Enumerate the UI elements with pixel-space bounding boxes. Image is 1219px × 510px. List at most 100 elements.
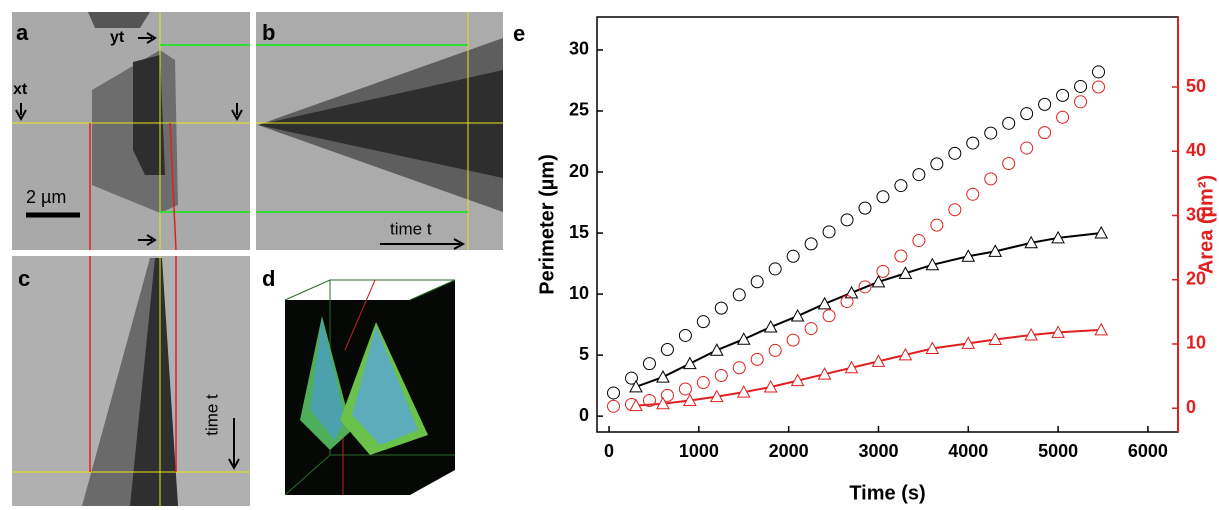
marker bbox=[1074, 79, 1088, 93]
marker bbox=[898, 347, 913, 361]
marker bbox=[822, 225, 836, 239]
marker bbox=[1092, 65, 1106, 79]
panel-label: b bbox=[262, 20, 275, 45]
plot-frame bbox=[596, 16, 1179, 433]
marker bbox=[683, 393, 697, 407]
x-tick-label: 1000 bbox=[679, 441, 719, 461]
x-tick-label: 2000 bbox=[769, 441, 809, 461]
marker bbox=[607, 386, 621, 400]
marker bbox=[678, 382, 692, 396]
marker bbox=[1024, 327, 1038, 341]
marker bbox=[1056, 110, 1070, 124]
marker bbox=[1056, 88, 1070, 102]
marker bbox=[1051, 230, 1065, 244]
panel-label: a bbox=[16, 20, 29, 45]
marker bbox=[1020, 141, 1034, 155]
marker bbox=[607, 399, 621, 413]
marker bbox=[768, 262, 782, 276]
marker bbox=[709, 389, 724, 403]
marker bbox=[948, 203, 962, 217]
marker bbox=[696, 315, 710, 329]
x-tick-label: 0 bbox=[604, 441, 614, 461]
marker bbox=[984, 172, 998, 186]
marker bbox=[804, 322, 818, 336]
marker bbox=[1094, 322, 1109, 336]
y-tick-label: 10 bbox=[569, 283, 589, 303]
annotation: xt bbox=[13, 81, 28, 98]
annotation: yt bbox=[110, 29, 125, 46]
marker bbox=[966, 136, 980, 150]
marker bbox=[912, 168, 926, 182]
y2-tick-label: 20 bbox=[1186, 268, 1206, 288]
marker bbox=[768, 343, 782, 357]
x-tick-label: 4000 bbox=[948, 441, 988, 461]
marker bbox=[732, 361, 746, 375]
marker bbox=[732, 288, 746, 302]
fit-line bbox=[635, 328, 1102, 407]
marker bbox=[817, 367, 832, 380]
marker bbox=[961, 336, 976, 349]
y-tick-label: 5 bbox=[579, 344, 589, 364]
marker bbox=[1051, 325, 1065, 338]
y-tick-label: 0 bbox=[579, 405, 589, 425]
panel-a: a xt yt 2 µm bbox=[12, 12, 250, 251]
marker bbox=[629, 398, 643, 412]
marker bbox=[858, 201, 872, 215]
y-tick-label: 20 bbox=[569, 161, 589, 181]
y2-tick-label: 30 bbox=[1186, 204, 1206, 224]
marker bbox=[736, 332, 751, 345]
marker bbox=[1020, 107, 1034, 121]
marker bbox=[736, 385, 751, 398]
marker bbox=[1038, 126, 1052, 140]
marker bbox=[786, 249, 800, 263]
panel-label: e bbox=[513, 21, 525, 46]
marker bbox=[912, 234, 926, 248]
marker bbox=[840, 213, 854, 227]
annotation: time t bbox=[390, 219, 432, 238]
marker bbox=[660, 342, 674, 356]
marker bbox=[790, 308, 805, 322]
y2-axis-label: Area (µm²) bbox=[1195, 175, 1217, 274]
marker bbox=[871, 354, 886, 367]
panel-d: d bbox=[256, 256, 503, 506]
marker bbox=[1002, 156, 1016, 170]
y2-tick-label: 40 bbox=[1186, 140, 1206, 160]
marker bbox=[1074, 95, 1088, 109]
marker bbox=[1094, 225, 1109, 239]
x-tick-label: 5000 bbox=[1038, 441, 1078, 461]
marker bbox=[948, 146, 962, 160]
marker bbox=[696, 376, 710, 390]
marker bbox=[804, 237, 818, 251]
marker bbox=[709, 343, 724, 356]
marker bbox=[840, 295, 854, 309]
marker bbox=[656, 396, 670, 410]
marker bbox=[876, 190, 890, 204]
marker bbox=[961, 249, 976, 262]
marker bbox=[656, 370, 670, 383]
panel-label: c bbox=[18, 266, 30, 291]
panel-c: c time t bbox=[12, 256, 250, 506]
chart: e 0 1000 2000 3000 4000 5000 6000 0 5 10 15 20 25 30 0… bbox=[513, 16, 1217, 504]
marker bbox=[1038, 97, 1052, 111]
y-tick-label: 30 bbox=[569, 39, 589, 59]
marker bbox=[988, 332, 1003, 345]
y-axis-label: Perimeter (µm) bbox=[536, 154, 558, 294]
marker bbox=[871, 274, 886, 288]
x-tick-label: 3000 bbox=[858, 441, 898, 461]
marker bbox=[844, 285, 859, 299]
marker bbox=[763, 319, 778, 333]
marker bbox=[629, 379, 643, 393]
marker bbox=[714, 368, 728, 382]
marker bbox=[844, 360, 859, 374]
marker bbox=[1092, 80, 1106, 94]
marker bbox=[750, 352, 764, 366]
marker bbox=[763, 379, 778, 393]
marker bbox=[642, 357, 656, 371]
y-tick-label: 15 bbox=[569, 222, 589, 242]
y2-tick-label: 50 bbox=[1186, 76, 1206, 96]
marker bbox=[660, 388, 674, 402]
marker bbox=[790, 373, 805, 387]
marker bbox=[714, 301, 728, 315]
marker bbox=[894, 179, 908, 193]
